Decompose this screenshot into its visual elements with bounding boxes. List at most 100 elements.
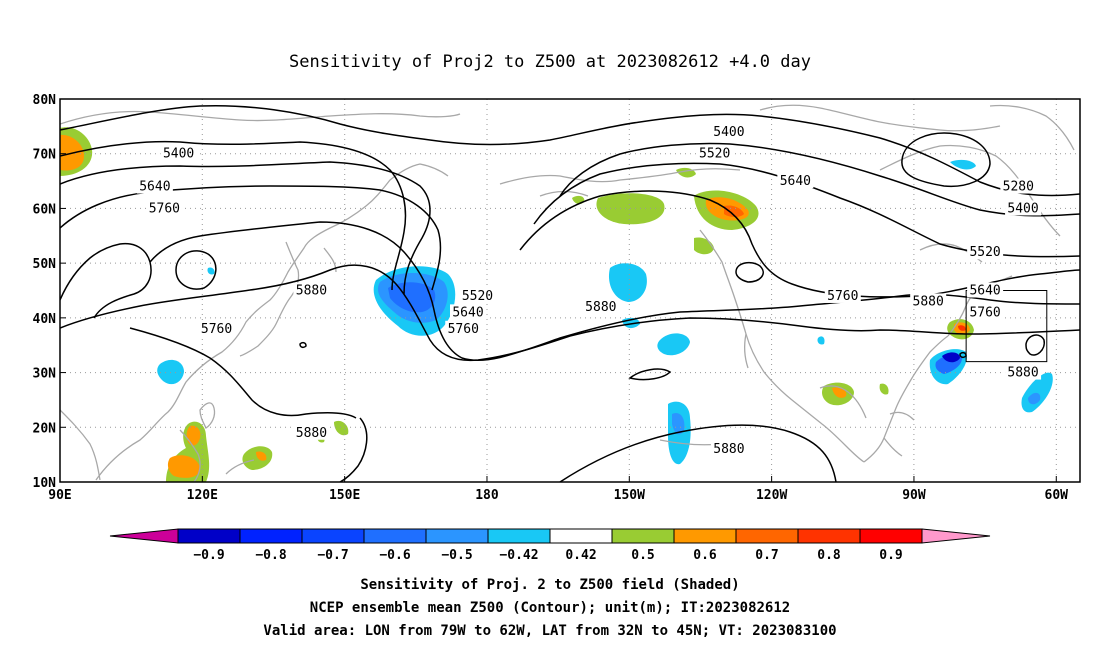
contour-label-bg: [967, 282, 1004, 298]
coastline: [60, 409, 101, 481]
shade-negative: [672, 412, 685, 435]
contour-label-text: 5640: [139, 180, 170, 195]
contour-label-bg: [967, 244, 1004, 260]
map-frame: [59, 98, 1081, 483]
colorbar-label: −0.7: [317, 548, 348, 563]
contour-line: [60, 185, 1080, 298]
shade-positive: [186, 425, 201, 446]
contour-label: 5400: [160, 145, 197, 162]
contour-line: [60, 264, 1080, 362]
contour-label: 5520: [696, 145, 733, 162]
contour-line: [60, 140, 1080, 291]
contour-label: 5880: [910, 293, 947, 309]
coastline: [199, 402, 216, 429]
contour-label-bg: [582, 298, 619, 314]
contour-label-bg: [967, 304, 1004, 320]
shade-negative: [1028, 392, 1041, 405]
contour-label-bg: [710, 441, 747, 457]
lon-tick-label: 150E: [329, 488, 360, 503]
contour-line: [129, 327, 368, 482]
contour-line: [60, 104, 1080, 197]
contour-label: 5880: [293, 424, 330, 441]
contour-label-text: 5640: [969, 284, 1000, 299]
contour-label-text: 5760: [149, 201, 180, 216]
colorbar-swatch: [797, 528, 861, 544]
contour-label-bg: [293, 282, 330, 298]
contour-label-bg: [824, 287, 861, 303]
coastline: [759, 104, 1001, 132]
contour-label: 5760: [445, 320, 482, 337]
lon-tick-label: 180: [475, 488, 499, 503]
coastline: [95, 163, 449, 481]
colorbar-end-right: [921, 528, 991, 544]
colorbar-label: 0.6: [693, 548, 717, 563]
coastlines: [60, 104, 1075, 482]
contour-label: 5640: [136, 178, 173, 195]
lon-tick-label: 60W: [1045, 488, 1069, 503]
coastline: [883, 437, 903, 457]
contour-label-text: 5400: [1007, 201, 1038, 216]
contour-label: 5520: [967, 244, 1004, 260]
shade-negative: [942, 352, 960, 363]
contour-label: 5520: [459, 287, 496, 304]
coastline: [239, 241, 300, 357]
contour-label-bg: [910, 293, 947, 309]
contour-label-bg: [198, 320, 235, 336]
note-line-2: NCEP ensemble mean Z500 (Contour); unit(…: [310, 600, 790, 616]
coastline: [499, 168, 741, 185]
shade-positive: [242, 446, 273, 470]
coastline: [60, 110, 461, 125]
colorbar-label: −0.5: [441, 548, 472, 563]
colorbar-end-left: [109, 528, 179, 544]
shade-positive: [167, 455, 200, 478]
contour-label: 5760: [967, 304, 1004, 320]
valid-area-box: [965, 290, 1048, 363]
colorbar-label: 0.9: [879, 548, 902, 563]
contour-label-bg: [710, 123, 747, 139]
note-line-3: Valid area: LON from 79W to 62W, LAT fro…: [263, 623, 836, 639]
contour-label: 5760: [146, 200, 183, 216]
shade-positive: [256, 451, 267, 461]
contour-label-text: 5640: [452, 305, 483, 320]
shade-negative: [950, 159, 976, 170]
contour-label-bg: [1000, 178, 1037, 194]
colorbar-swatch: [673, 528, 737, 544]
coastline: [179, 429, 201, 482]
colorbar-swatch: [239, 528, 303, 544]
contour-label-bg: [450, 304, 486, 320]
lat-tick-label: 20N: [33, 421, 57, 436]
contour-label-text: 5760: [448, 322, 479, 337]
contour-label-text: 5880: [913, 294, 944, 309]
contour-label-bg: [160, 145, 197, 161]
contour-label-text: 5880: [1007, 366, 1038, 381]
coastline: [323, 247, 337, 273]
coastline: [989, 104, 1075, 151]
coastline: [863, 335, 949, 463]
contour-label-text: 5400: [713, 125, 744, 140]
shade-positive: [879, 383, 889, 395]
shade-negative: [207, 267, 215, 275]
colorbar-label: 0.42: [565, 548, 596, 563]
colorbar-swatch: [363, 528, 427, 544]
contour-line: [60, 221, 1080, 362]
contour-label-text: 5280: [1003, 180, 1034, 195]
shade-negative: [657, 333, 690, 356]
lon-tick-label: 150W: [614, 488, 645, 503]
colorbar-label: −0.42: [499, 548, 538, 563]
figure-title: Sensitivity of Proj2 to Z500 at 20230826…: [289, 52, 811, 72]
lon-tick-label: 90E: [48, 488, 71, 503]
map-background: [60, 99, 1080, 482]
contour-label-bg: [293, 424, 330, 440]
contour-label: 5880: [1005, 364, 1042, 381]
contour-label: 5640: [450, 304, 486, 320]
lon-tick-label: 120E: [187, 488, 218, 503]
colorbar-label: 0.5: [631, 548, 654, 563]
shade-negative: [817, 336, 825, 345]
coastline: [819, 385, 867, 419]
contour-label: 5280: [1000, 178, 1037, 195]
contour-line: [628, 368, 672, 381]
colorbar-label: −0.6: [379, 548, 410, 563]
colorbar-label: 0.7: [755, 548, 778, 563]
contour-label: 5880: [710, 441, 747, 457]
contour-label-text: 5880: [585, 300, 616, 315]
